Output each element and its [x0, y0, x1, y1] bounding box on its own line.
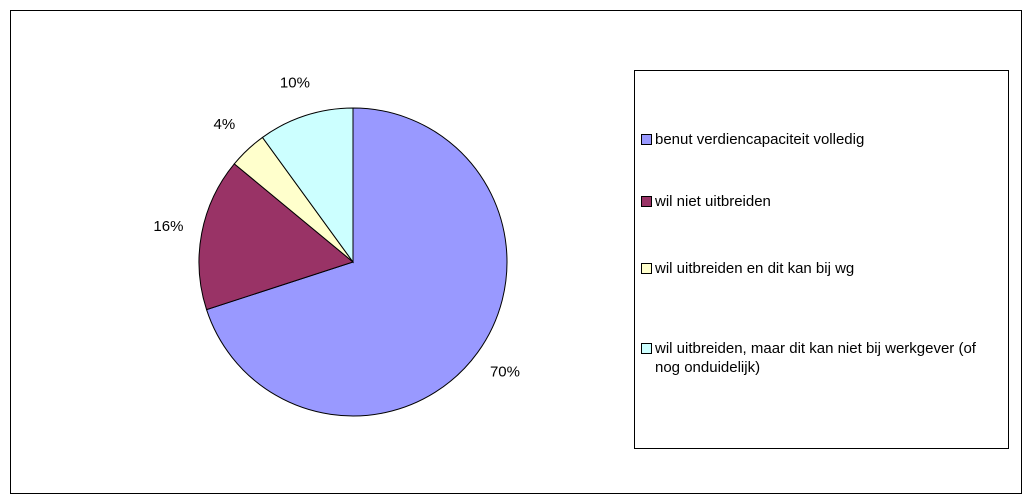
data-label: 10%: [280, 74, 310, 91]
data-label: 70%: [490, 363, 520, 380]
legend-swatch: [641, 134, 652, 145]
pie-slice: [261, 107, 354, 264]
pie-slice: [198, 163, 355, 311]
legend-label: benut verdiencapaciteit volledig: [655, 131, 865, 148]
legend-item: wil uitbreiden en dit kan bij wg: [641, 259, 985, 278]
data-label: 4%: [214, 116, 236, 133]
data-label: 16%: [153, 218, 183, 235]
legend-label: wil uitbreiden, maar dit kan niet bij we…: [655, 340, 976, 376]
legend-swatch: [641, 263, 652, 274]
legend-item: wil uitbreiden, maar dit kan niet bij we…: [641, 339, 985, 377]
legend-swatch: [641, 196, 652, 207]
legend-label: wil niet uitbreiden: [655, 193, 771, 210]
legend-swatch: [641, 343, 652, 354]
legend-item: wil niet uitbreiden: [641, 192, 985, 211]
pie-slice: [205, 107, 508, 417]
legend-label: wil uitbreiden en dit kan bij wg: [655, 260, 855, 277]
legend-item: benut verdiencapaciteit volledig: [641, 130, 985, 149]
legend: benut verdiencapaciteit volledig wil niet…: [634, 70, 1009, 449]
